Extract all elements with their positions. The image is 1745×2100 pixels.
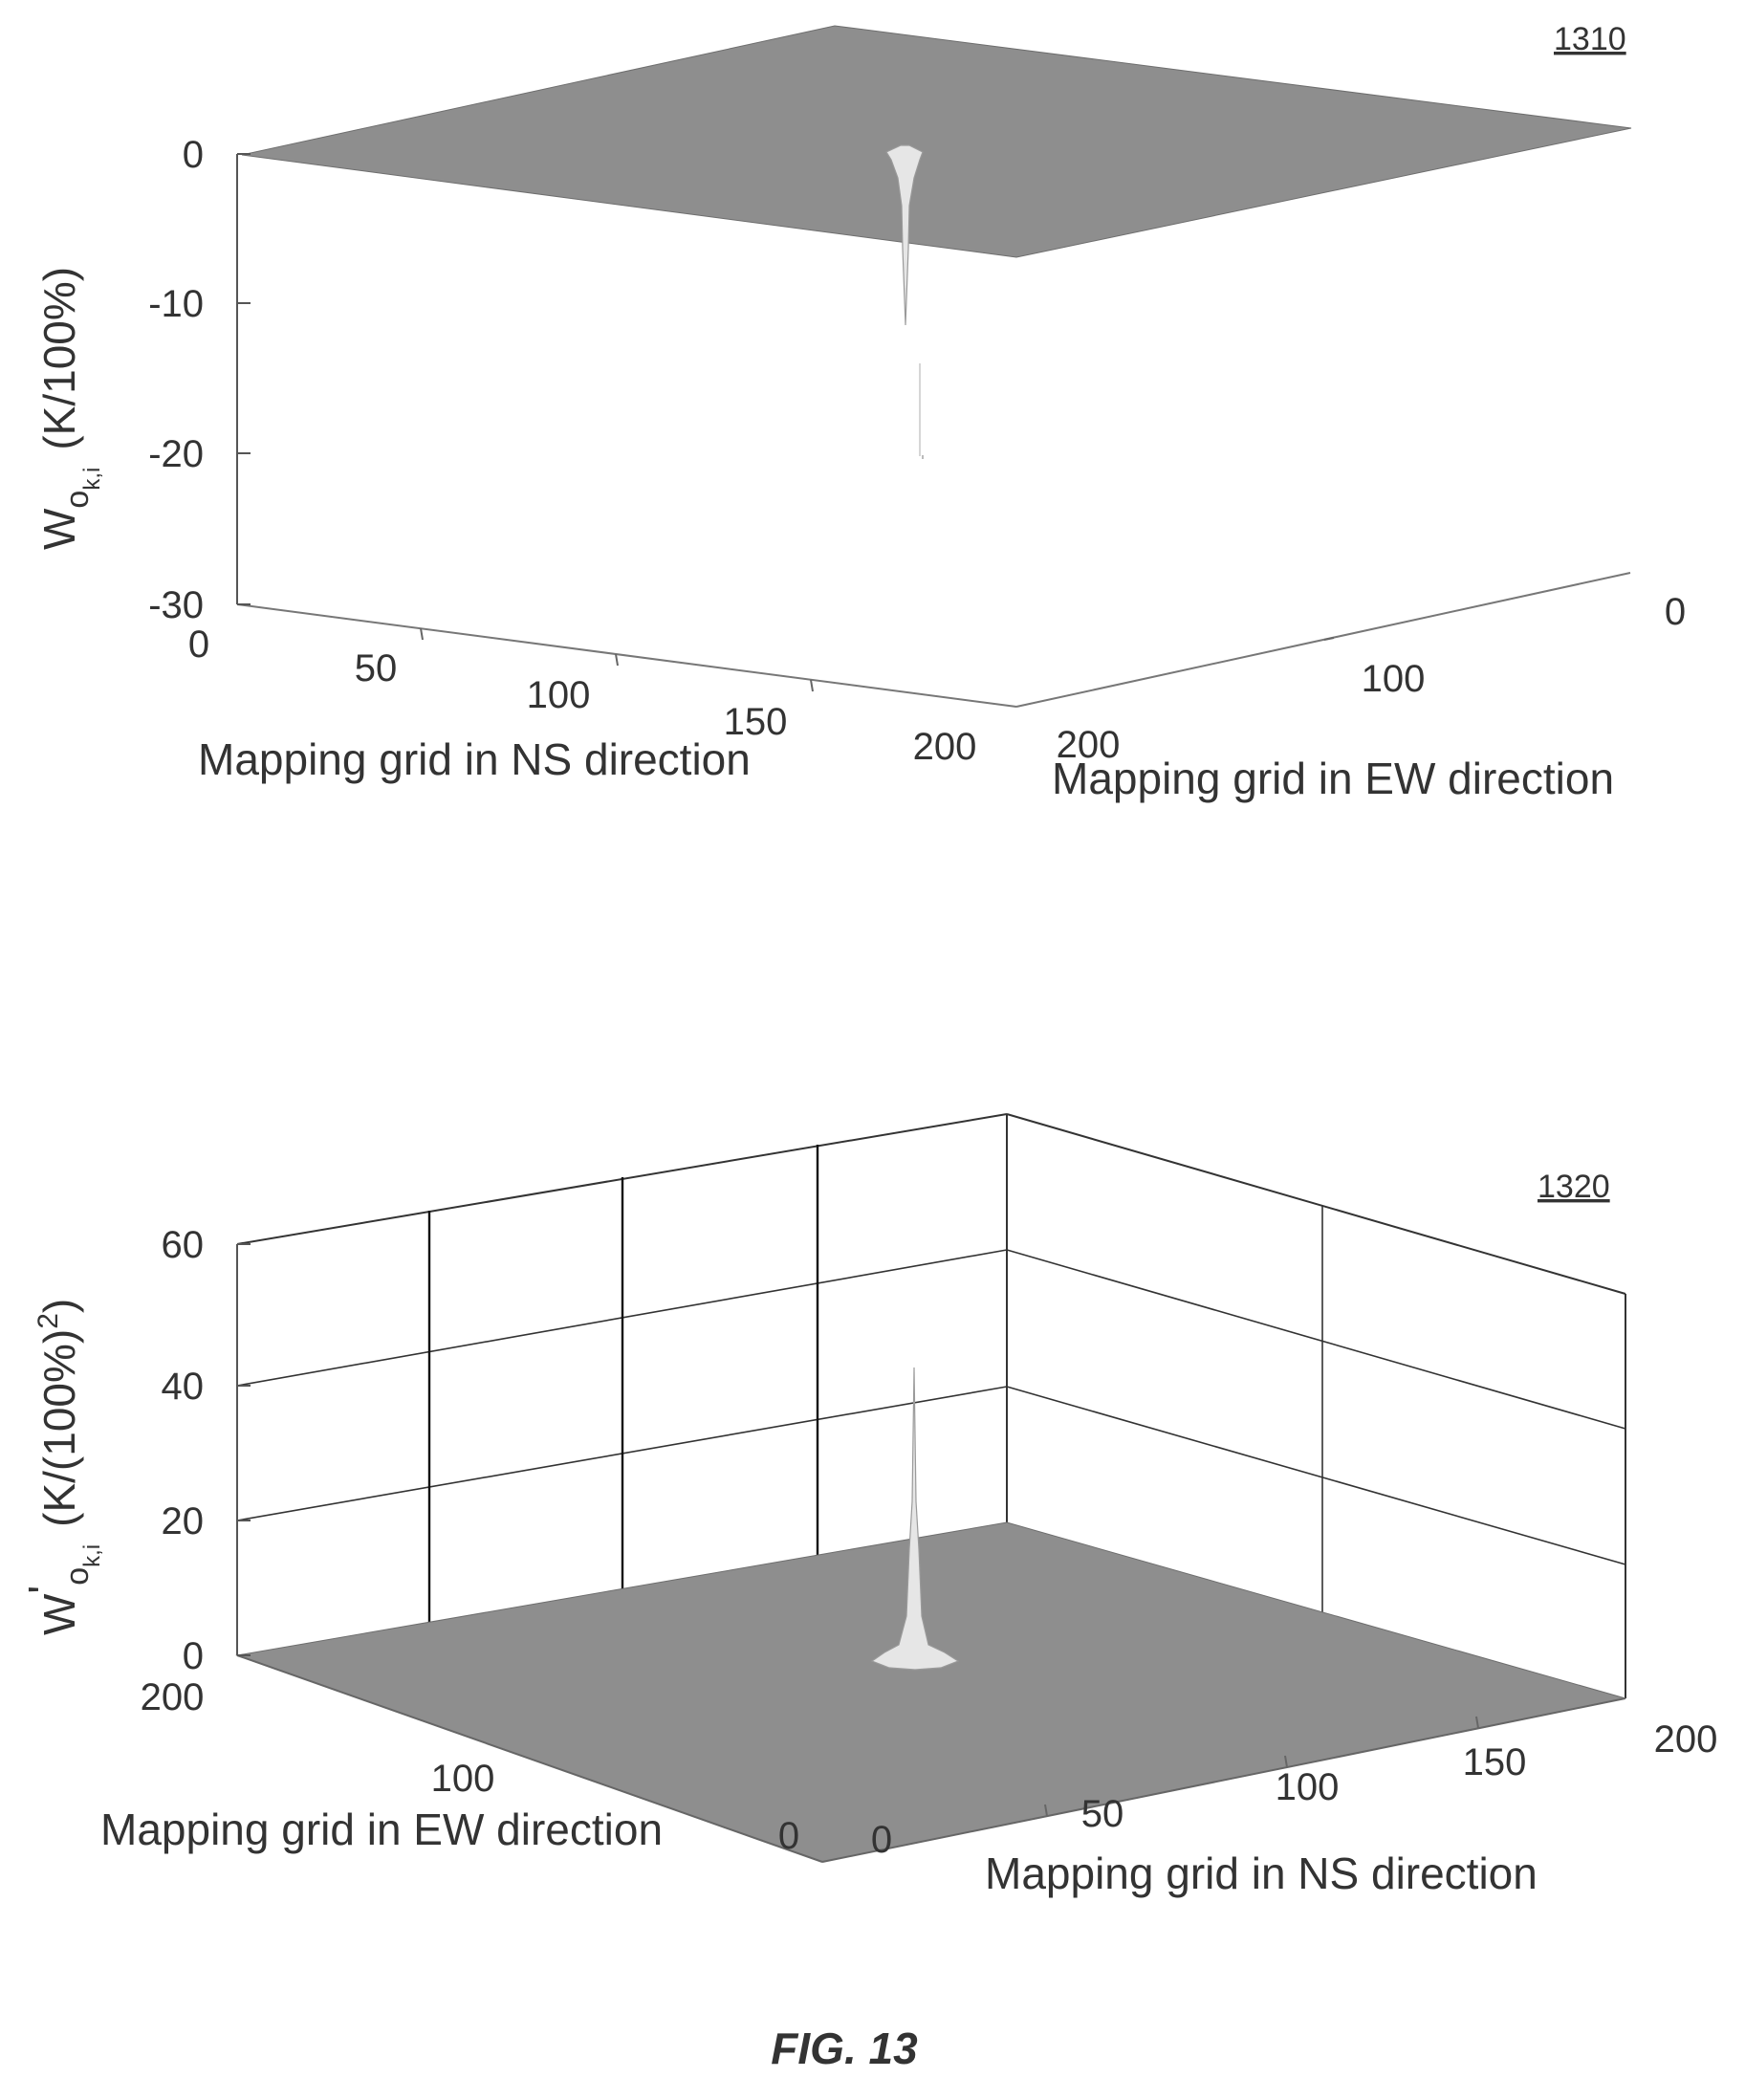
chart-ref-1320: 1320 — [1538, 1169, 1610, 1205]
z-axis-label: Wok,i(K/100%) — [34, 267, 105, 550]
spike-up — [870, 1367, 960, 1671]
vertical-gridlines — [427, 1145, 1323, 1630]
ew-tick-label: 100 — [1362, 658, 1426, 700]
ew-axis-line — [1015, 572, 1631, 708]
z-ticks — [237, 1243, 251, 1656]
surface-plane — [241, 25, 1632, 258]
z-tick-label: 20 — [162, 1500, 205, 1542]
ns-tick-label: 150 — [1463, 1741, 1527, 1783]
ns-tick-label: 0 — [871, 1819, 892, 1861]
z-axis-label: W'ok,i(K/(100%)2) — [19, 1299, 105, 1635]
ew-axis-line — [236, 1654, 823, 1863]
ew-tick-label: 200 — [141, 1676, 205, 1718]
z-tick-label: 40 — [162, 1366, 205, 1408]
ew-tick-label: 0 — [778, 1815, 799, 1857]
ns-axis-line — [821, 1697, 1626, 1863]
spike-down — [885, 144, 924, 459]
ew-axis-label: Mapping grid in EW direction — [1052, 754, 1614, 803]
z-tick-label: -20 — [148, 433, 204, 475]
ns-tick-label: 150 — [724, 701, 788, 743]
ns-tick-label: 0 — [188, 623, 209, 666]
ns-axis-label: Mapping grid in NS direction — [198, 734, 751, 784]
chart-1320: 1320 — [19, 1113, 1718, 1898]
figure-caption: FIG. 13 — [771, 2023, 918, 2073]
ew-tick-label: 200 — [1057, 724, 1121, 766]
ew-ticks — [1323, 637, 1335, 641]
z-tick-label: -30 — [148, 584, 204, 626]
ns-tick-label: 50 — [355, 647, 398, 689]
z-tick-label: 60 — [162, 1224, 205, 1266]
z-tick-label: 0 — [183, 1635, 204, 1677]
z-ticks — [237, 153, 251, 605]
ns-tick-label: 100 — [527, 674, 591, 716]
ns-ticks — [420, 627, 814, 692]
ns-axis-line — [236, 603, 1017, 708]
ns-tick-label: 200 — [1654, 1718, 1718, 1761]
ns-tick-label: 50 — [1081, 1793, 1124, 1835]
ns-ticks — [1044, 1716, 1479, 1817]
z-tick-label: 0 — [183, 134, 204, 176]
chart-ref-1310: 1310 — [1554, 21, 1626, 57]
z-gridlines — [236, 1249, 1626, 1565]
ew-tick-label: 100 — [431, 1758, 495, 1800]
z-tick-label: -10 — [148, 283, 204, 325]
ew-axis-label: Mapping grid in EW direction — [100, 1805, 663, 1854]
chart-1310: 1310 0 -10 -20 -30 0 — [34, 21, 1686, 803]
ew-tick-label: 0 — [1665, 591, 1686, 633]
ns-tick-label: 100 — [1276, 1766, 1340, 1808]
ns-tick-label: 200 — [913, 726, 977, 768]
ns-axis-label: Mapping grid in NS direction — [985, 1848, 1538, 1898]
